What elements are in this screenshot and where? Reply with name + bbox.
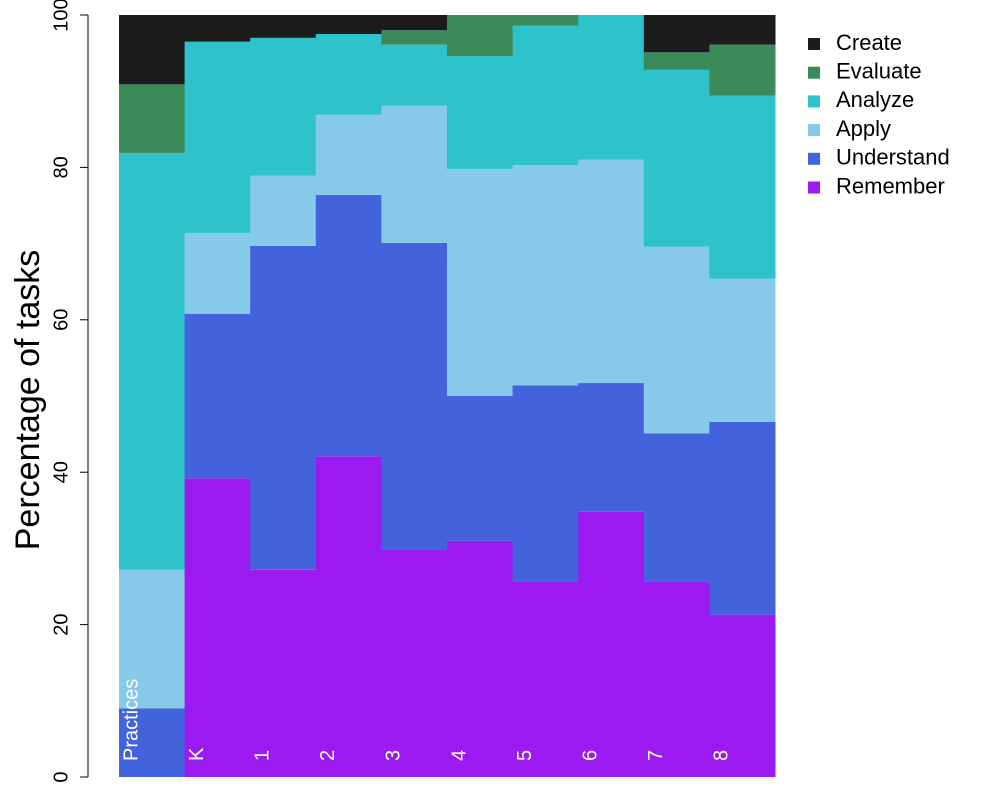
legend-swatch	[808, 38, 820, 50]
bar-segment	[381, 242, 448, 550]
y-tick-label: 20	[50, 613, 72, 635]
bar-segment	[184, 41, 251, 233]
x-tick-label: 2	[317, 750, 339, 761]
bar-segment	[447, 15, 514, 57]
bar-segment	[184, 232, 251, 314]
bar-segment	[315, 194, 382, 457]
legend-label: Apply	[836, 116, 891, 141]
bar-segment	[512, 15, 579, 26]
bar-segment	[250, 37, 317, 176]
bar-segment	[512, 385, 579, 582]
legend-swatch	[808, 181, 820, 194]
y-tick-label: 100	[50, 0, 72, 32]
x-tick-label: 3	[383, 750, 405, 761]
bar-segment	[447, 168, 514, 396]
bar-segment	[643, 15, 710, 53]
bar-segment	[250, 15, 317, 38]
y-tick-label: 40	[50, 461, 72, 483]
bar-segment	[447, 396, 514, 541]
bar-segment	[250, 175, 317, 246]
bar-segment	[381, 105, 448, 243]
legend-swatch	[808, 124, 820, 137]
bar-segment	[643, 52, 710, 70]
bar-segment	[643, 246, 710, 434]
bar-segment	[447, 540, 514, 777]
y-tick-label: 80	[50, 156, 72, 178]
bar-segment	[709, 15, 776, 45]
bar-segment	[709, 614, 776, 777]
legend-swatch	[808, 152, 820, 165]
x-tick-label: K	[186, 747, 208, 761]
bar-segment	[119, 15, 186, 85]
bar-segment	[381, 44, 448, 106]
bar-segment	[578, 383, 645, 512]
y-axis-label: Percentage of tasks	[9, 250, 47, 551]
bar-segment	[381, 549, 448, 777]
bar-segment	[315, 456, 382, 777]
bar-segment	[184, 15, 251, 42]
bar-segment	[381, 30, 448, 45]
bar-segment	[643, 69, 710, 247]
bar-segment	[512, 581, 579, 777]
bar-segment	[512, 165, 579, 386]
bar-segment	[447, 56, 514, 169]
bar-segment	[578, 159, 645, 384]
y-tick-label: 0	[50, 771, 72, 782]
legend-label: Create	[836, 30, 902, 55]
x-tick-label: 4	[448, 750, 470, 761]
bar-segment	[315, 114, 382, 195]
bar-segment	[250, 569, 317, 777]
bar-segment	[578, 511, 645, 777]
x-tick-label: 7	[645, 750, 667, 761]
bar-segment	[250, 245, 317, 570]
bar-segment	[381, 15, 448, 31]
bar-segment	[709, 44, 776, 96]
x-tick-label: 8	[711, 750, 733, 761]
legend-label: Understand	[836, 145, 950, 170]
legend-label: Evaluate	[836, 59, 922, 84]
bar-segment	[315, 34, 382, 115]
bar-segment	[119, 708, 186, 777]
x-tick-label: 5	[514, 750, 536, 761]
legend-swatch	[808, 95, 820, 108]
bar-segment	[578, 15, 645, 160]
bar-segment	[709, 95, 776, 279]
bar-segment	[709, 278, 776, 422]
x-tick-label: 6	[579, 750, 601, 761]
bar-segment	[119, 569, 186, 709]
bar-segment	[119, 152, 186, 570]
x-tick-label: 1	[251, 750, 273, 761]
bar-segment	[643, 581, 710, 777]
x-tick-label: Practices	[120, 679, 142, 761]
bar-segment	[184, 313, 251, 479]
bar-segment	[119, 84, 186, 153]
bar-segment	[709, 421, 776, 615]
legend-swatch	[808, 66, 820, 79]
y-tick-label: 60	[50, 309, 72, 331]
legend-label: Analyze	[836, 87, 914, 112]
bar-segment	[643, 433, 710, 582]
bar-segment	[512, 25, 579, 166]
bar-segment	[315, 15, 382, 35]
legend-label: Remember	[836, 173, 945, 198]
bar-segment	[184, 478, 251, 777]
